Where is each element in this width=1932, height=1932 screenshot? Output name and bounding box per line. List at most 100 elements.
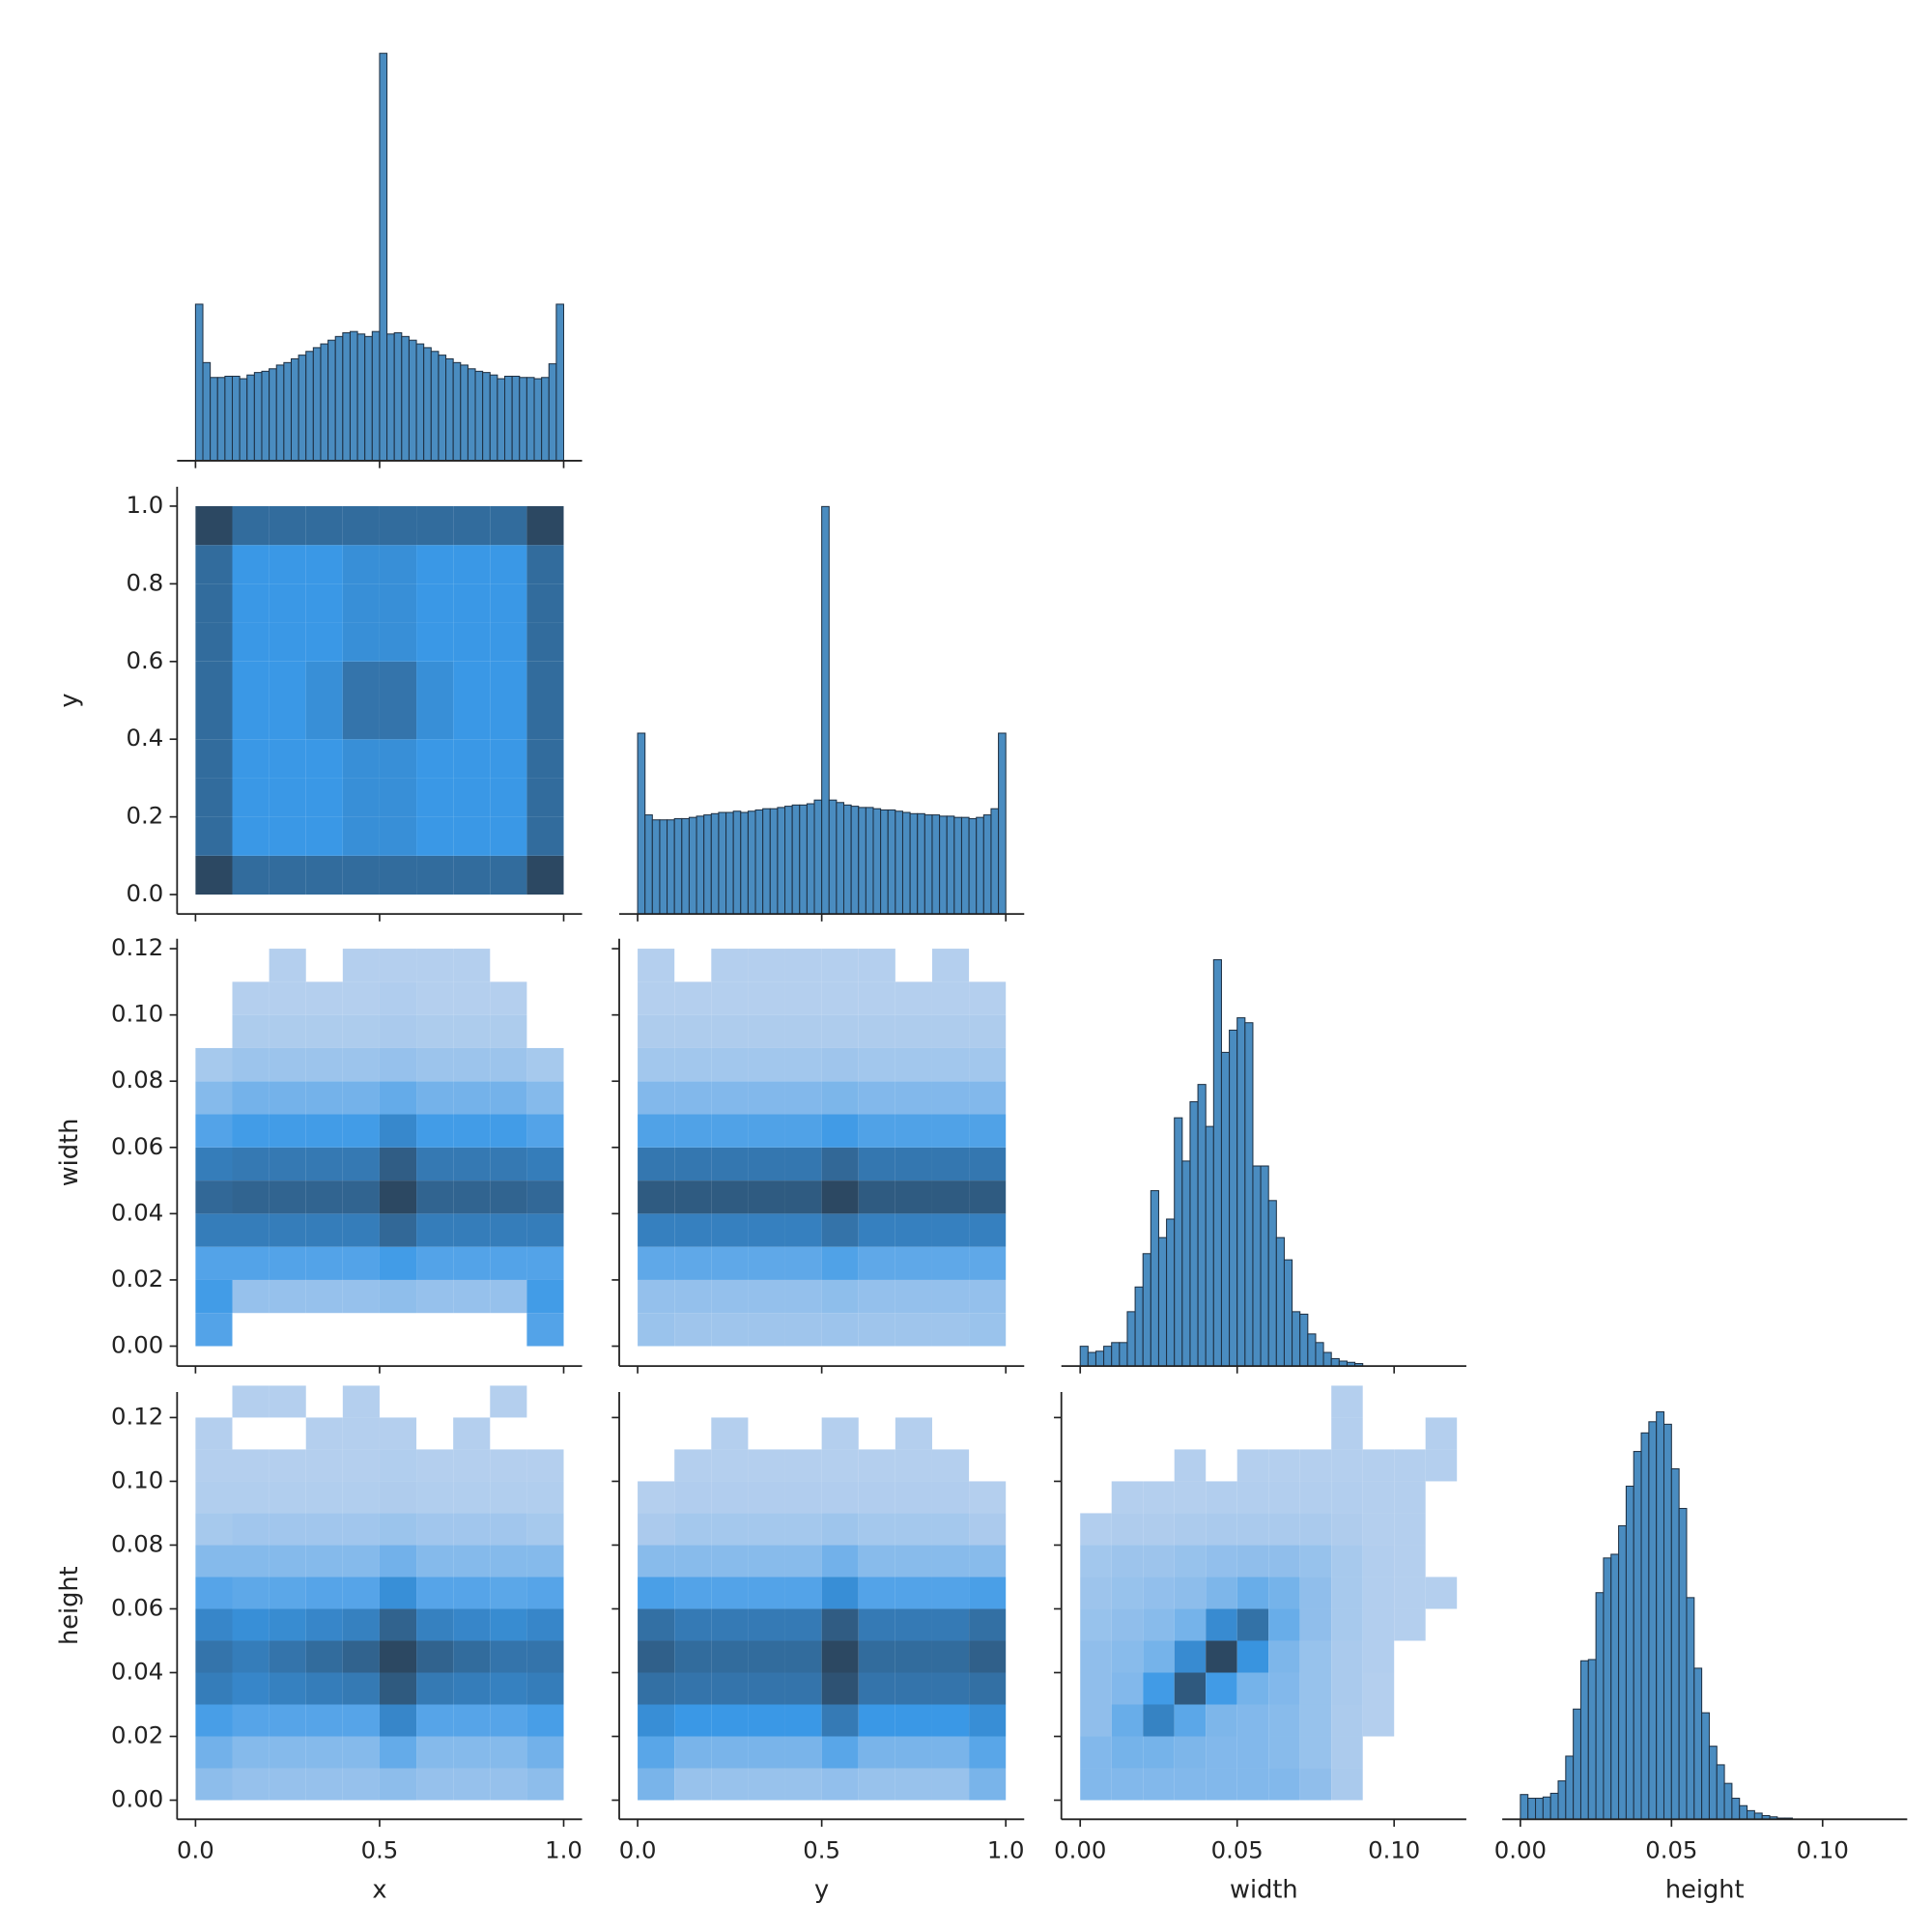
hist2d-cell (1206, 1545, 1237, 1577)
hist2d-cell (821, 1279, 859, 1314)
x-axis-label: y (814, 1876, 829, 1905)
y-tick-label: 0.04 (111, 1198, 163, 1226)
hist2d-cell (195, 1768, 233, 1801)
hist2d-cell (931, 1279, 970, 1314)
y-tick-label: 0.2 (127, 802, 164, 830)
hist2d-cell (305, 1180, 343, 1214)
histogram-bar (526, 377, 535, 462)
hist2d-cell (305, 1513, 343, 1546)
hist2d-cell (711, 1672, 749, 1705)
hist2d-cell (526, 1545, 564, 1577)
hist2d-cell (711, 1608, 749, 1641)
hist2d-cell (638, 1481, 675, 1514)
histogram-bar (467, 368, 476, 462)
hist2d-cell (638, 949, 675, 982)
hist2d-cell (1174, 1768, 1207, 1801)
hist2d-cell (416, 855, 454, 895)
hist2d-cell (931, 1640, 970, 1673)
hist2d-cell (232, 1180, 270, 1214)
hist2d-cell (858, 1672, 895, 1705)
hist2d-cell (526, 855, 564, 895)
hist2d-cell (1268, 1608, 1300, 1641)
hist2d-cell (379, 661, 417, 700)
hist2d-cell (379, 1449, 417, 1482)
hist2d-cell (269, 1385, 306, 1418)
histogram-bar (1557, 1780, 1567, 1820)
hist2d-cell (1143, 1736, 1175, 1769)
hist2d-cell (490, 1081, 527, 1115)
hist2d-cell (453, 1246, 491, 1280)
hist2d-cell (232, 855, 270, 895)
hist2d-cell (969, 1047, 1007, 1082)
hist2d-cell (305, 1213, 343, 1247)
histogram-bar (1174, 1117, 1183, 1367)
hist2d-cell (895, 1246, 932, 1280)
hist2d-cell (269, 1081, 306, 1115)
histogram-bar (239, 378, 248, 462)
hist2d-cell (1111, 1513, 1144, 1546)
hist2d-cell (195, 1246, 233, 1280)
hist2d-cell (269, 816, 306, 856)
hist2d-cell (1299, 1672, 1332, 1705)
hist2d-cell (232, 1672, 270, 1705)
hist2d-cell (195, 1704, 233, 1737)
hist2d-cell (784, 1704, 822, 1737)
hist2d-cell (305, 1147, 343, 1181)
hist2d-cell (342, 1417, 380, 1450)
hist2d-cell (453, 1081, 491, 1115)
hist2d-cell (526, 816, 564, 856)
hist2d-cell (232, 1385, 270, 1418)
histogram-bar (519, 377, 527, 462)
hist2d-cell (526, 1704, 564, 1737)
histogram-bar (202, 361, 212, 462)
hist2d-cell (821, 1449, 859, 1482)
hist2d-cell (490, 778, 527, 817)
hist2d-cell (342, 1672, 380, 1705)
hist2d-cell (895, 1213, 932, 1247)
hist2d-cell (638, 1313, 675, 1347)
hist2d-cell (379, 1577, 417, 1609)
hist2d-cell (379, 778, 417, 817)
hist2d-cell (232, 1513, 270, 1546)
x-tick-label: 0.0 (177, 1836, 214, 1864)
hist2d-cell (195, 1279, 233, 1314)
hist2d-cell (895, 1672, 932, 1705)
hist2d-cell (1362, 1704, 1395, 1737)
hist2d-cell (711, 1481, 749, 1514)
histogram-bar (1753, 1812, 1763, 1820)
hist2d-cell (1111, 1640, 1144, 1673)
hist2d-cell (1331, 1513, 1363, 1546)
hist2d-cell (269, 1513, 306, 1546)
histogram-bar (371, 330, 381, 462)
y-axis-label: height (55, 1566, 84, 1645)
hist2d-cell (526, 1114, 564, 1148)
hist2d-cell (526, 1577, 564, 1609)
hist2d-cell (342, 1246, 380, 1280)
hist2d-cell (1143, 1640, 1175, 1673)
hist2d-cell (379, 1736, 417, 1769)
hist2d-cell (858, 1577, 895, 1609)
hist2d-cell (1206, 1608, 1237, 1641)
histogram-bar (1275, 1236, 1285, 1367)
histogram-bar (401, 335, 410, 462)
hist2d-cell (674, 1481, 712, 1514)
hist2d-cell (342, 1279, 380, 1314)
hist2d-cell (858, 1608, 895, 1641)
histogram-bar (1087, 1351, 1096, 1367)
hist2d-cell (342, 1114, 380, 1148)
hist2d-cell (416, 1246, 454, 1280)
hist2d-cell (1111, 1704, 1144, 1737)
hist2d-cell (453, 1704, 491, 1737)
hist2d-cell (232, 1736, 270, 1769)
y-tick-label: 1.0 (127, 491, 164, 519)
hist2d-cell (748, 1513, 785, 1546)
hist2d-cell (232, 1608, 270, 1641)
hist2d-cell (526, 505, 564, 546)
histogram-bar (386, 333, 395, 462)
hist2d-cell (784, 1481, 822, 1514)
hist2d-cell (269, 949, 306, 982)
hist2d-cell (1331, 1481, 1363, 1514)
hist2d-cell (931, 981, 970, 1015)
hist2d-cell (342, 1513, 380, 1546)
hist2d-cell (748, 981, 785, 1015)
